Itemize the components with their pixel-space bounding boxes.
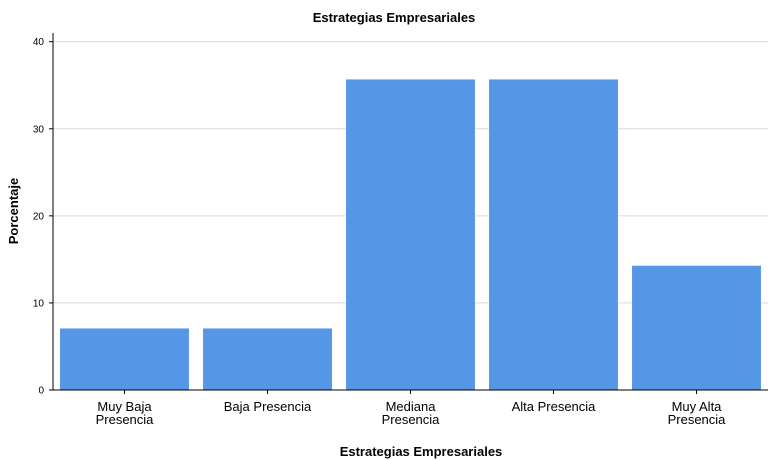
y-tick-label: 40	[33, 37, 45, 48]
bars	[59, 78, 762, 391]
y-tick-label: 20	[33, 211, 45, 222]
bar	[59, 327, 190, 391]
x-category-label: Muy Alta Presencia	[668, 399, 727, 427]
y-tick-label: 0	[38, 386, 44, 397]
bar	[631, 265, 762, 391]
y-tick-label: 30	[33, 124, 45, 135]
bar	[345, 78, 476, 391]
bar	[488, 78, 619, 391]
x-category-label: Muy Baja Presencia	[96, 399, 155, 427]
chart-title: Estrategias Empresariales	[313, 10, 476, 25]
x-category-label: Baja Presencia	[224, 399, 312, 414]
x-axis-title: Estrategias Empresariales	[340, 444, 503, 459]
y-axis-title: Porcentaje	[6, 178, 21, 244]
bar	[202, 327, 333, 391]
y-axis-ticks: 0 10 20 30 40	[33, 37, 53, 397]
x-axis-category-labels: Muy Baja Presencia Baja Presencia Mediana Pr…	[96, 390, 727, 427]
x-category-label: Alta Presencia	[512, 399, 597, 414]
x-category-label: Mediana Presencia	[382, 399, 441, 427]
y-tick-label: 10	[33, 298, 45, 309]
